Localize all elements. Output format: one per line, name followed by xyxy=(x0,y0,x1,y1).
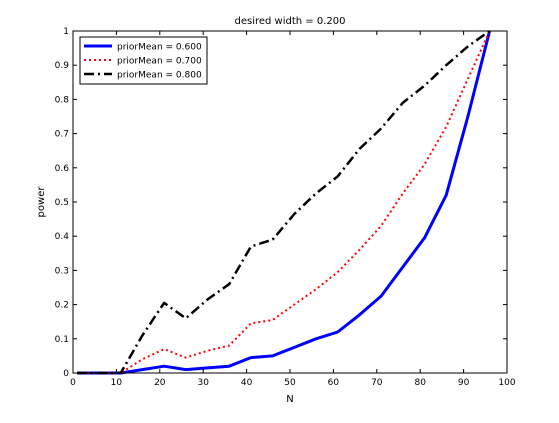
y-tick-label: 0.2 xyxy=(55,301,69,311)
x-tick-label: 10 xyxy=(111,378,123,388)
y-tick-label: 0.5 xyxy=(55,198,69,208)
legend-label-2: priorMean = 0.700 xyxy=(117,57,202,67)
y-tick-label: 0.8 xyxy=(55,95,70,105)
x-tick-label: 50 xyxy=(284,378,296,388)
y-tick-label: 0.6 xyxy=(55,164,70,174)
series-layer xyxy=(77,29,492,375)
y-tick-label: 0.3 xyxy=(55,266,69,276)
y-tick-label: 0 xyxy=(63,369,69,379)
chart-title: desired width = 0.200 xyxy=(235,16,346,27)
series-line-1 xyxy=(77,30,492,375)
legend-label-1: priorMean = 0.600 xyxy=(117,43,202,53)
y-tick-label: 0.4 xyxy=(55,232,70,242)
y-tick-label: 0.9 xyxy=(55,61,70,71)
x-tick-label: 80 xyxy=(414,378,426,388)
legend-label-3: priorMean = 0.800 xyxy=(117,71,202,81)
x-tick-label: 70 xyxy=(371,378,383,388)
legend: priorMean = 0.600 priorMean = 0.700 priorM… xyxy=(79,36,208,85)
x-tick-label: 0 xyxy=(70,378,76,388)
x-tick-label: 90 xyxy=(458,378,470,388)
series-line-3 xyxy=(77,29,491,375)
y-axis-label: power xyxy=(36,186,47,218)
x-tick-label: 20 xyxy=(154,378,166,388)
plot-background xyxy=(73,31,507,373)
legend-items: priorMean = 0.600 priorMean = 0.700 priorM… xyxy=(84,43,202,81)
x-tick-label: 60 xyxy=(328,378,340,388)
x-tick-label: 100 xyxy=(498,378,515,388)
x-tick-label: 30 xyxy=(197,378,209,388)
y-tick-label: 0.1 xyxy=(55,335,69,345)
x-axis-label: N xyxy=(286,394,293,405)
x-tick-label: 40 xyxy=(241,378,253,388)
ticks-layer: 0 10 20 30 40 50 60 70 80 90 100 0 0.1 0.2 0.3 0.4 0.5 0.… xyxy=(55,27,516,388)
y-tick-label: 1 xyxy=(63,27,69,37)
y-tick-label: 0.7 xyxy=(55,130,69,140)
